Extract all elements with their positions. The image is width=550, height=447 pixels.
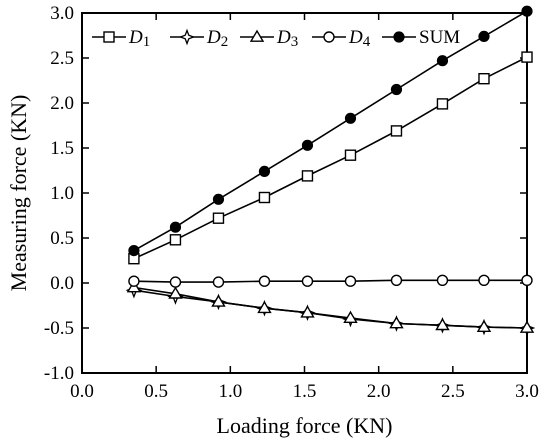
x-axis-title: Loading force (KN)	[217, 413, 393, 438]
x-tick-label: 0.5	[144, 381, 168, 402]
data-point-d1	[521, 51, 533, 63]
legend-label-base: D	[348, 27, 363, 48]
data-point-d1	[390, 125, 403, 137]
legend-entry-d3: D3	[240, 27, 298, 50]
legend-label-subscript: 2	[221, 34, 229, 50]
legend-label-base: SUM	[419, 27, 460, 48]
data-point-d4	[521, 274, 533, 286]
data-point-d4	[390, 274, 403, 286]
series-line-d3	[133, 286, 528, 329]
data-point-d1	[301, 170, 314, 182]
series-d4	[128, 274, 533, 288]
data-point-d4	[301, 275, 314, 287]
legend-marker-d3	[249, 29, 265, 42]
data-point-d4	[344, 275, 357, 287]
y-tick-label: 1.5	[50, 138, 74, 159]
series-sum	[128, 5, 533, 257]
data-point-d1	[478, 72, 490, 85]
legend-label-subscript: 4	[363, 34, 371, 50]
series-line-d2	[133, 289, 528, 329]
y-axis-title: Measuring force (KN)	[6, 95, 31, 292]
data-point-d4	[128, 275, 140, 287]
legend-label-d1: D1	[128, 27, 150, 50]
data-point-sum	[390, 83, 403, 96]
y-tick-label: -1.0	[44, 363, 74, 384]
data-point-d4	[212, 276, 225, 288]
legend-marker-d4	[323, 31, 335, 43]
data-point-sum	[478, 30, 490, 43]
x-tick-label: 2.5	[441, 381, 465, 402]
plot-frame	[81, 12, 528, 374]
data-point-sum	[169, 221, 182, 233]
data-point-d3	[343, 310, 358, 323]
data-point-sum	[212, 193, 225, 205]
data-point-d3	[435, 317, 450, 331]
data-point-sum	[344, 112, 357, 124]
legend-marker-sum	[393, 31, 405, 43]
y-tick-label: 0.5	[50, 228, 74, 249]
data-point-d1	[169, 234, 182, 246]
data-point-sum	[436, 55, 449, 67]
series-d3	[126, 280, 535, 333]
data-point-d3	[168, 286, 183, 299]
legend-entry-sum: SUM	[382, 27, 460, 48]
legend-entry-d2: D2	[170, 27, 228, 50]
series-d1	[128, 51, 533, 265]
y-tick-label: 3.0	[50, 3, 74, 24]
x-tick-label: 2.0	[367, 381, 391, 402]
data-point-d1	[344, 149, 357, 161]
axis-ticks: 0.0 0.5 1.0 1.5 2.0 2.5 3.0 -1.0 -0.5 0.0 0.5 1.0 1.…	[44, 3, 539, 402]
legend-label-base: D	[128, 27, 143, 48]
y-tick-label: 1.0	[50, 183, 74, 204]
data-point-d4	[169, 276, 182, 288]
x-tick-label: 1.5	[293, 381, 317, 402]
legend-label-d4: D4	[348, 27, 371, 50]
legend-entry-d1: D1	[92, 27, 150, 50]
data-point-d3	[300, 305, 315, 318]
x-tick-label: 1.0	[218, 381, 242, 402]
data-point-d3	[476, 319, 492, 332]
data-point-d3	[519, 320, 535, 333]
series-line-d1	[133, 56, 528, 260]
x-tick-label: 3.0	[515, 381, 539, 402]
data-point-d4	[436, 274, 449, 286]
data-point-sum	[301, 139, 314, 151]
data-point-sum	[521, 5, 533, 17]
legend-marker-d1	[103, 31, 115, 43]
data-point-d4	[258, 275, 271, 287]
y-tick-label: 2.5	[50, 48, 74, 69]
y-tick-label: 2.0	[50, 93, 74, 114]
series-line-sum	[133, 10, 528, 252]
data-point-d3	[211, 294, 226, 307]
legend-label-base: D	[206, 27, 221, 48]
y-tick-label: -0.5	[44, 318, 74, 339]
data-point-sum	[128, 245, 140, 257]
legend-label-d3: D3	[276, 27, 298, 50]
legend: D1 D2 D3 D4 SUM	[92, 27, 460, 50]
data-point-d3	[389, 316, 404, 329]
y-tick-label: 0.0	[50, 273, 74, 294]
legend-label-d2: D2	[206, 27, 228, 50]
series-layer	[125, 5, 536, 337]
x-tick-label: 0.0	[70, 381, 94, 402]
legend-label-sum: SUM	[419, 27, 460, 48]
legend-marker-d2	[178, 28, 196, 46]
series-line-d4	[133, 279, 527, 283]
data-point-d4	[478, 274, 490, 286]
legend-label-subscript: 3	[291, 34, 299, 50]
data-point-d1	[436, 98, 449, 110]
legend-entry-d4: D4	[312, 27, 371, 50]
data-point-sum	[258, 165, 271, 177]
legend-label-subscript: 1	[143, 34, 151, 50]
data-point-d1	[212, 212, 225, 224]
legend-label-base: D	[276, 27, 291, 48]
data-point-d3	[257, 300, 272, 314]
data-point-d1	[258, 191, 271, 204]
